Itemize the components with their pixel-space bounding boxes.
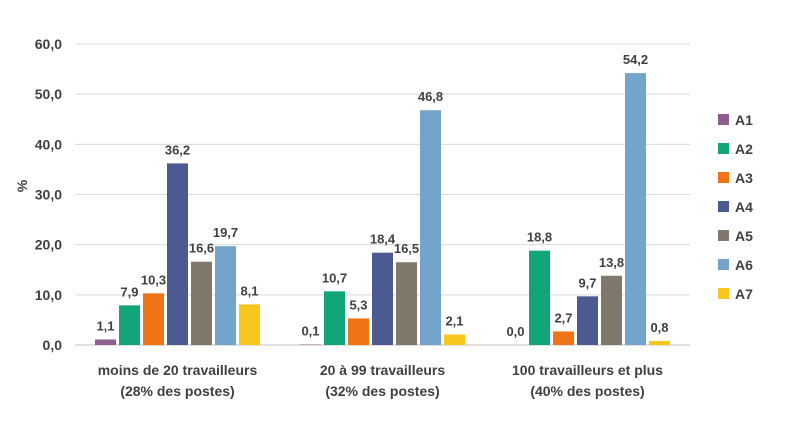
bar-a1 xyxy=(95,339,116,345)
x-category-label: (28% des postes) xyxy=(120,383,234,399)
bar-a5 xyxy=(191,261,212,345)
x-category-label: moins de 20 travailleurs xyxy=(98,362,258,378)
data-label: 2,7 xyxy=(554,310,572,325)
data-label: 10,3 xyxy=(141,272,166,287)
data-label: 36,2 xyxy=(165,142,190,157)
data-label: 19,7 xyxy=(213,225,238,240)
data-label: 5,3 xyxy=(349,297,367,312)
data-label: 46,8 xyxy=(418,89,443,104)
legend-swatch xyxy=(718,172,729,183)
x-category-label: 20 à 99 travailleurs xyxy=(320,362,446,378)
bar-a7 xyxy=(239,304,260,345)
legend-label: A6 xyxy=(735,257,753,273)
legend-swatch xyxy=(718,143,729,154)
bar-a4 xyxy=(577,296,598,345)
bar-a6 xyxy=(420,110,441,345)
data-labels: 1,17,910,336,216,619,78,10,110,75,318,41… xyxy=(96,52,668,339)
y-tick-label: 40,0 xyxy=(35,136,62,152)
legend: A1 A2 A3 A4 A5 A6 A7 xyxy=(718,112,753,302)
bars xyxy=(95,73,670,345)
legend-label: A7 xyxy=(735,286,753,302)
bar-a2 xyxy=(119,305,140,345)
legend-swatch xyxy=(718,259,729,270)
bar-a4 xyxy=(372,252,393,345)
bar-a4 xyxy=(167,163,188,345)
x-category-label: 100 travailleurs et plus xyxy=(512,362,663,378)
legend-label: A1 xyxy=(735,112,753,128)
data-label: 0,1 xyxy=(301,323,319,338)
y-tick-label: 20,0 xyxy=(35,237,62,253)
bar-a3 xyxy=(143,293,164,345)
bar-a7 xyxy=(444,334,465,345)
y-tick-label: 30,0 xyxy=(35,187,62,203)
y-axis-title: % xyxy=(14,179,30,192)
legend-label: A5 xyxy=(735,228,753,244)
legend-swatch xyxy=(718,288,729,299)
bar-a6 xyxy=(625,73,646,345)
y-tick-label: 60,0 xyxy=(35,36,62,52)
legend-label: A3 xyxy=(735,170,753,186)
data-label: 18,4 xyxy=(370,232,396,247)
bar-a5 xyxy=(396,262,417,345)
data-label: 13,8 xyxy=(599,255,624,270)
x-category-label: (40% des postes) xyxy=(530,383,644,399)
bar-a3 xyxy=(553,331,574,345)
legend-swatch xyxy=(718,230,729,241)
data-label: 0,8 xyxy=(650,320,668,335)
data-label: 9,7 xyxy=(578,275,596,290)
data-label: 10,7 xyxy=(322,270,347,285)
bar-a2 xyxy=(324,291,345,345)
data-label: 16,5 xyxy=(394,241,419,256)
data-label: 2,1 xyxy=(445,313,463,328)
data-label: 54,2 xyxy=(623,52,648,67)
y-tick-label: 10,0 xyxy=(35,287,62,303)
legend-swatch xyxy=(718,114,729,125)
bar-a7 xyxy=(649,340,670,345)
data-label: 18,8 xyxy=(527,230,552,245)
legend-label: A2 xyxy=(735,141,753,157)
bar-a2 xyxy=(529,250,550,345)
data-label: 16,6 xyxy=(189,241,214,256)
data-label: 1,1 xyxy=(96,318,114,333)
bar-a1 xyxy=(300,344,321,345)
axes: % 0,0 10,0 20,0 30,0 40,0 50,0 60,0 moins de 20… xyxy=(14,36,663,399)
legend-label: A4 xyxy=(735,199,753,215)
x-category-label: (32% des postes) xyxy=(325,383,439,399)
bar-a3 xyxy=(348,318,369,345)
data-label: 8,1 xyxy=(240,283,258,298)
y-tick-label: 50,0 xyxy=(35,86,62,102)
y-tick-label: 0,0 xyxy=(43,337,63,353)
legend-swatch xyxy=(718,201,729,212)
data-label: 0,0 xyxy=(506,324,524,339)
bar-a6 xyxy=(215,246,236,345)
data-label: 7,9 xyxy=(120,284,138,299)
bar-a5 xyxy=(601,275,622,345)
